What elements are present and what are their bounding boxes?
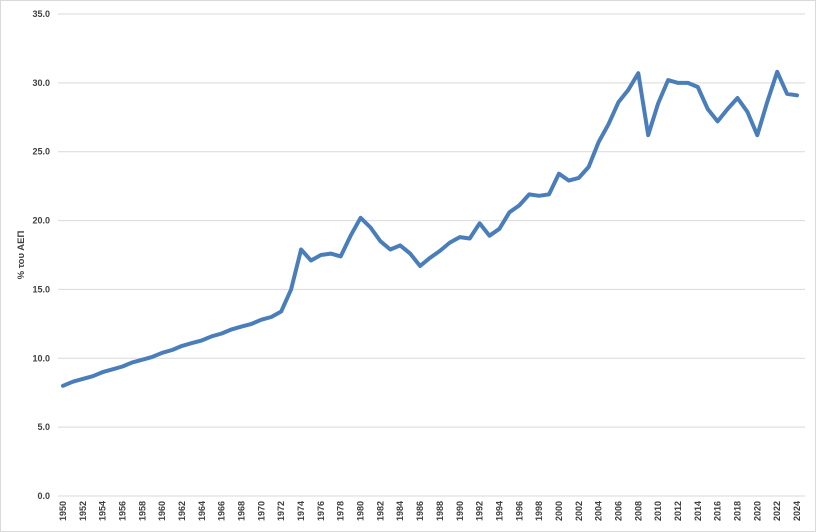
x-tick-label: 2004: [594, 501, 604, 521]
x-tick-label: 1990: [455, 501, 465, 521]
x-tick-label: 2014: [693, 501, 703, 521]
x-tick-label: 1982: [375, 501, 385, 521]
x-tick-label: 1950: [58, 501, 68, 521]
x-tick-label: 1978: [336, 501, 346, 521]
x-tick-label: 2018: [732, 501, 742, 521]
x-tick-label: 2002: [574, 501, 584, 521]
x-tick-label: 1974: [296, 501, 306, 521]
x-tick-label: 2006: [613, 501, 623, 521]
x-tick-label: 2016: [713, 501, 723, 521]
x-tick-label: 1954: [98, 501, 108, 521]
x-tick-label: 1960: [157, 501, 167, 521]
x-tick-label: 1966: [217, 501, 227, 521]
y-tick-label: 15.0: [32, 284, 50, 294]
x-tick-label: 1972: [276, 501, 286, 521]
x-tick-label: 2008: [633, 501, 643, 521]
x-tick-label: 1956: [118, 501, 128, 521]
x-tick-label: 1952: [78, 501, 88, 521]
x-tick-label: 1988: [435, 501, 445, 521]
y-tick-label: 35.0: [32, 9, 50, 19]
x-tick-label: 2024: [792, 501, 802, 521]
y-axis-label: % του ΑΕΠ: [16, 230, 27, 279]
x-tick-label: 1994: [494, 501, 504, 521]
y-tick-label: 25.0: [32, 147, 50, 157]
y-axis: 0.0 5.0 10.0 15.0 20.0 25.0 30.0 35.0: [32, 9, 50, 501]
y-tick-label: 20.0: [32, 216, 50, 226]
x-tick-label: 1996: [514, 501, 524, 521]
y-tick-label: 0.0: [37, 491, 50, 501]
x-tick-label: 1970: [256, 501, 266, 521]
x-tick-label: 1958: [137, 501, 147, 521]
x-tick-label: 1980: [356, 501, 366, 521]
x-tick-label: 2012: [673, 501, 683, 521]
y-tick-label: 30.0: [32, 78, 50, 88]
x-tick-label: 2020: [752, 501, 762, 521]
x-tick-label: 1998: [534, 501, 544, 521]
x-tick-label: 2022: [772, 501, 782, 521]
x-axis: 1950 1952 1954 1956 1958 1960 1962 1964 1966 1968…: [58, 501, 802, 521]
y-tick-label: 5.0: [37, 422, 50, 432]
x-tick-label: 2010: [653, 501, 663, 521]
y-tick-label: 10.0: [32, 353, 50, 363]
x-tick-label: 1984: [395, 501, 405, 521]
x-tick-label: 1962: [177, 501, 187, 521]
x-tick-label: 1968: [237, 501, 247, 521]
x-tick-label: 1976: [316, 501, 326, 521]
data-points: [62, 71, 798, 386]
x-tick-label: 1992: [475, 501, 485, 521]
x-tick-label: 1964: [197, 501, 207, 521]
gridlines: [58, 13, 805, 497]
x-tick-label: 1986: [415, 501, 425, 521]
x-tick-label: 2000: [554, 501, 564, 521]
